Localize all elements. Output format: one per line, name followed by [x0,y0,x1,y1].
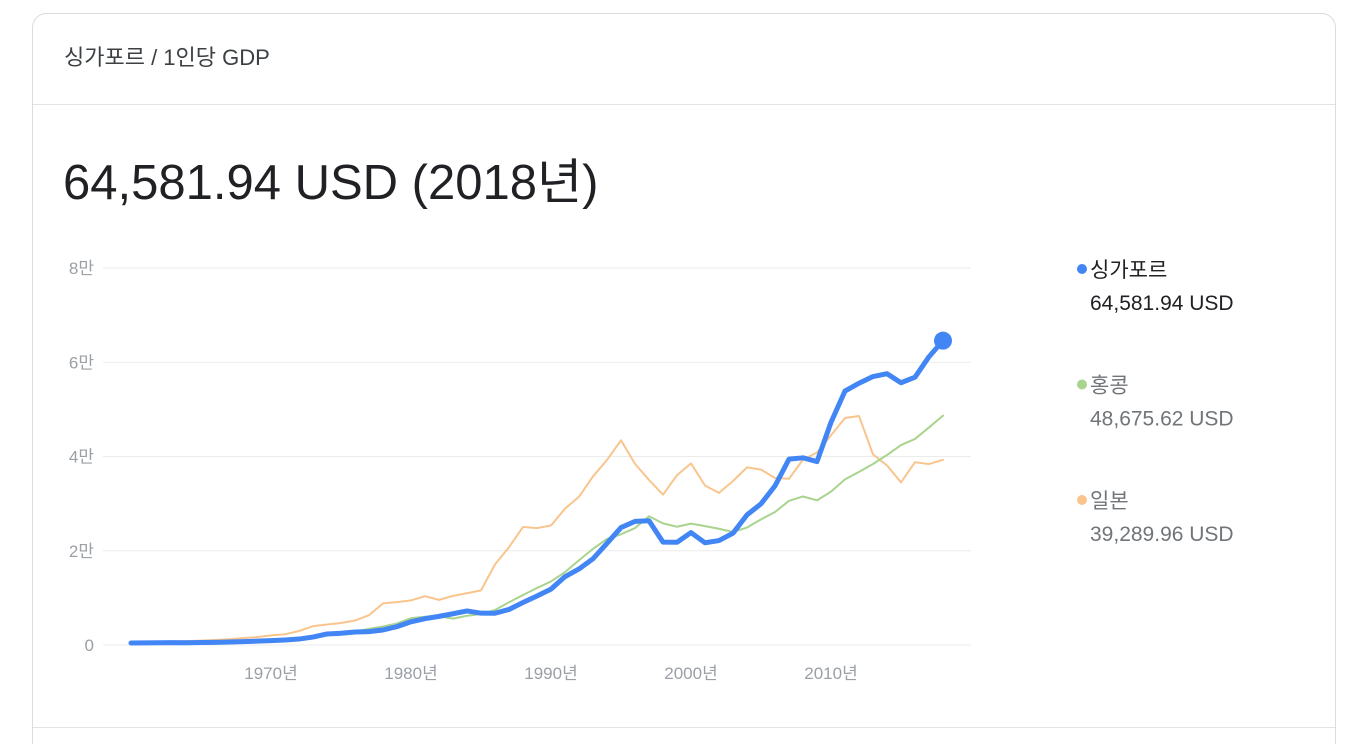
x-tick-label: 2010년 [804,664,857,683]
headline: 64,581.94 USD (2018년) [63,156,598,210]
plot: 0 2만 4만 6만 8만 1970년 1980년 1990년 2000년 2010년 [69,259,971,683]
breadcrumb[interactable]: 싱가포르 / 1인당 GDP [64,45,270,70]
y-tick-label: 6만 [69,353,94,372]
x-tick-label: 1970년 [244,664,297,683]
y-tick-label: 8만 [69,259,94,278]
series-line [128,338,946,646]
legend-name: 홍콩 [1090,375,1129,398]
legend-name: 일본 [1090,490,1129,513]
legend-value: 48,675.62 USD [1090,408,1234,431]
x-tick-label: 2000년 [664,664,717,683]
legend-dot [1077,495,1087,505]
legend: 싱가포르 64,581.94 USD 홍콩 48,675.62 USD 일본 39,289… [1077,259,1234,546]
y-tick-label: 2만 [69,542,94,561]
y-tick-label: 4만 [69,448,94,467]
end-point [934,331,952,350]
legend-value: 64,581.94 USD [1090,292,1234,315]
x-tick-label: 1980년 [384,664,437,683]
x-tick-label: 1990년 [524,664,577,683]
legend-name: 싱가포르 [1090,259,1167,282]
legend-value: 39,289.96 USD [1090,523,1234,546]
y-tick-label: 0 [85,636,94,655]
legend-dot [1077,264,1087,274]
card-border [32,13,1336,744]
legend-dot [1077,379,1087,390]
